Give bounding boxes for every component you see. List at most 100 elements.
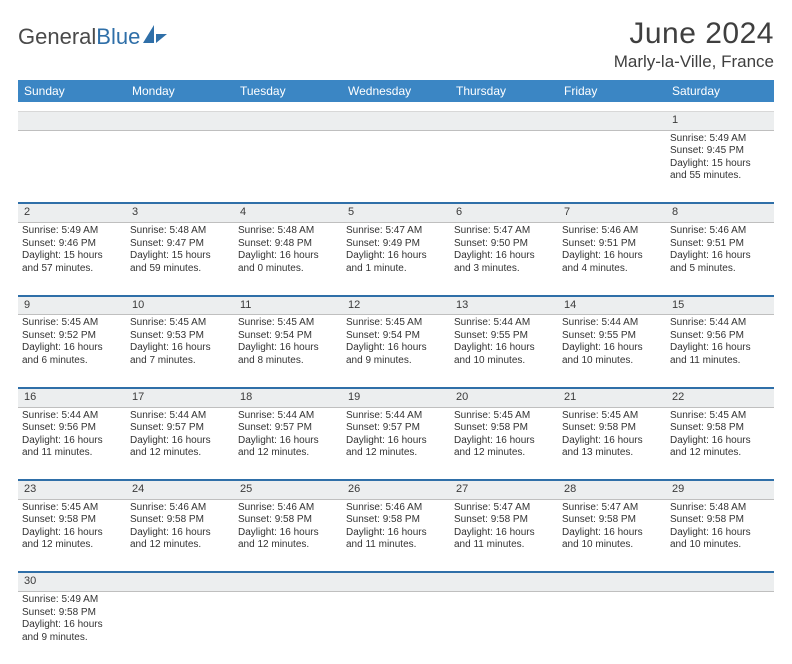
sunset-text: Sunset: 9:58 PM: [22, 607, 122, 620]
week-row: Sunrise: 5:49 AMSunset: 9:46 PMDaylight:…: [18, 223, 774, 295]
day-number: 1: [666, 112, 774, 131]
day-cell: Sunrise: 5:46 AMSunset: 9:58 PMDaylight:…: [234, 499, 342, 571]
day-number: [18, 112, 126, 131]
day-cell: Sunrise: 5:45 AMSunset: 9:58 PMDaylight:…: [558, 407, 666, 479]
day2-text: and 12 minutes.: [238, 539, 338, 552]
day2-text: and 11 minutes.: [22, 447, 122, 460]
day1-text: Daylight: 16 hours: [562, 250, 662, 263]
day-number: 24: [126, 480, 234, 499]
day2-text: and 10 minutes.: [670, 539, 770, 552]
sunset-text: Sunset: 9:58 PM: [454, 514, 554, 527]
day-cell: [558, 592, 666, 664]
day2-text: and 57 minutes.: [22, 263, 122, 276]
day2-text: and 59 minutes.: [130, 263, 230, 276]
dayhead-thu: Thursday: [450, 80, 558, 102]
sunrise-text: Sunrise: 5:44 AM: [22, 410, 122, 423]
sunset-text: Sunset: 9:58 PM: [22, 514, 122, 527]
day-cell: Sunrise: 5:44 AMSunset: 9:55 PMDaylight:…: [558, 315, 666, 387]
week-row: Sunrise: 5:49 AMSunset: 9:45 PMDaylight:…: [18, 130, 774, 202]
day1-text: Daylight: 16 hours: [238, 435, 338, 448]
sunrise-text: Sunrise: 5:45 AM: [562, 410, 662, 423]
week-row: Sunrise: 5:45 AMSunset: 9:52 PMDaylight:…: [18, 315, 774, 387]
day-cell: Sunrise: 5:46 AMSunset: 9:51 PMDaylight:…: [666, 223, 774, 295]
daynum-row: 16171819202122: [18, 388, 774, 407]
dayhead-sun: Sunday: [18, 80, 126, 102]
sail-icon: [142, 24, 168, 50]
sunrise-text: Sunrise: 5:46 AM: [670, 225, 770, 238]
sunset-text: Sunset: 9:56 PM: [22, 422, 122, 435]
day-cell: Sunrise: 5:49 AMSunset: 9:58 PMDaylight:…: [18, 592, 126, 664]
sunset-text: Sunset: 9:58 PM: [562, 514, 662, 527]
week-row: Sunrise: 5:45 AMSunset: 9:58 PMDaylight:…: [18, 499, 774, 571]
sunset-text: Sunset: 9:57 PM: [238, 422, 338, 435]
sunset-text: Sunset: 9:46 PM: [22, 238, 122, 251]
sunrise-text: Sunrise: 5:45 AM: [130, 317, 230, 330]
day-number: 3: [126, 203, 234, 222]
day-number: 23: [18, 480, 126, 499]
brand-part2: Blue: [96, 24, 140, 50]
sunset-text: Sunset: 9:54 PM: [346, 330, 446, 343]
location-label: Marly-la-Ville, France: [614, 52, 774, 72]
day-cell: [450, 130, 558, 202]
day2-text: and 10 minutes.: [454, 355, 554, 368]
sunset-text: Sunset: 9:58 PM: [130, 514, 230, 527]
sunset-text: Sunset: 9:45 PM: [670, 145, 770, 158]
day1-text: Daylight: 16 hours: [670, 435, 770, 448]
day1-text: Daylight: 16 hours: [22, 619, 122, 632]
day2-text: and 0 minutes.: [238, 263, 338, 276]
sunrise-text: Sunrise: 5:44 AM: [238, 410, 338, 423]
day-number: 2: [18, 203, 126, 222]
day-number: 15: [666, 296, 774, 315]
day1-text: Daylight: 16 hours: [346, 250, 446, 263]
sunrise-text: Sunrise: 5:45 AM: [22, 317, 122, 330]
sunrise-text: Sunrise: 5:44 AM: [670, 317, 770, 330]
day1-text: Daylight: 16 hours: [130, 527, 230, 540]
day-number: 30: [18, 572, 126, 591]
day1-text: Daylight: 16 hours: [22, 435, 122, 448]
day-number: 19: [342, 388, 450, 407]
day1-text: Daylight: 16 hours: [22, 527, 122, 540]
day-cell: Sunrise: 5:44 AMSunset: 9:56 PMDaylight:…: [666, 315, 774, 387]
day-number: 5: [342, 203, 450, 222]
dayhead-tue: Tuesday: [234, 80, 342, 102]
daynum-row: 2345678: [18, 203, 774, 222]
sunset-text: Sunset: 9:54 PM: [238, 330, 338, 343]
day-number: [558, 572, 666, 591]
sunrise-text: Sunrise: 5:44 AM: [346, 410, 446, 423]
page-title: June 2024: [614, 18, 774, 50]
day1-text: Daylight: 16 hours: [238, 342, 338, 355]
sunrise-text: Sunrise: 5:48 AM: [238, 225, 338, 238]
sunset-text: Sunset: 9:50 PM: [454, 238, 554, 251]
sunset-text: Sunset: 9:56 PM: [670, 330, 770, 343]
day-number: [558, 112, 666, 131]
day-cell: Sunrise: 5:48 AMSunset: 9:47 PMDaylight:…: [126, 223, 234, 295]
day2-text: and 1 minute.: [346, 263, 446, 276]
brand-part1: General: [18, 24, 96, 50]
day-number: 16: [18, 388, 126, 407]
day1-text: Daylight: 16 hours: [346, 527, 446, 540]
day1-text: Daylight: 16 hours: [238, 250, 338, 263]
day-cell: Sunrise: 5:46 AMSunset: 9:58 PMDaylight:…: [342, 499, 450, 571]
day-cell: Sunrise: 5:45 AMSunset: 9:54 PMDaylight:…: [342, 315, 450, 387]
header: GeneralBlue June 2024 Marly-la-Ville, Fr…: [18, 18, 774, 72]
day2-text: and 12 minutes.: [130, 539, 230, 552]
day-cell: Sunrise: 5:45 AMSunset: 9:52 PMDaylight:…: [18, 315, 126, 387]
sunset-text: Sunset: 9:47 PM: [130, 238, 230, 251]
dayhead-fri: Friday: [558, 80, 666, 102]
day-cell: [126, 592, 234, 664]
brand-logo: GeneralBlue: [18, 24, 168, 50]
sunrise-text: Sunrise: 5:46 AM: [130, 502, 230, 515]
day2-text: and 8 minutes.: [238, 355, 338, 368]
sunrise-text: Sunrise: 5:44 AM: [562, 317, 662, 330]
day-number: 22: [666, 388, 774, 407]
sunrise-text: Sunrise: 5:46 AM: [562, 225, 662, 238]
day1-text: Daylight: 16 hours: [130, 342, 230, 355]
day1-text: Daylight: 16 hours: [562, 342, 662, 355]
sunset-text: Sunset: 9:53 PM: [130, 330, 230, 343]
day2-text: and 13 minutes.: [562, 447, 662, 460]
sunset-text: Sunset: 9:55 PM: [454, 330, 554, 343]
day-cell: Sunrise: 5:46 AMSunset: 9:58 PMDaylight:…: [126, 499, 234, 571]
sunrise-text: Sunrise: 5:44 AM: [454, 317, 554, 330]
day2-text: and 9 minutes.: [346, 355, 446, 368]
day-number: 11: [234, 296, 342, 315]
